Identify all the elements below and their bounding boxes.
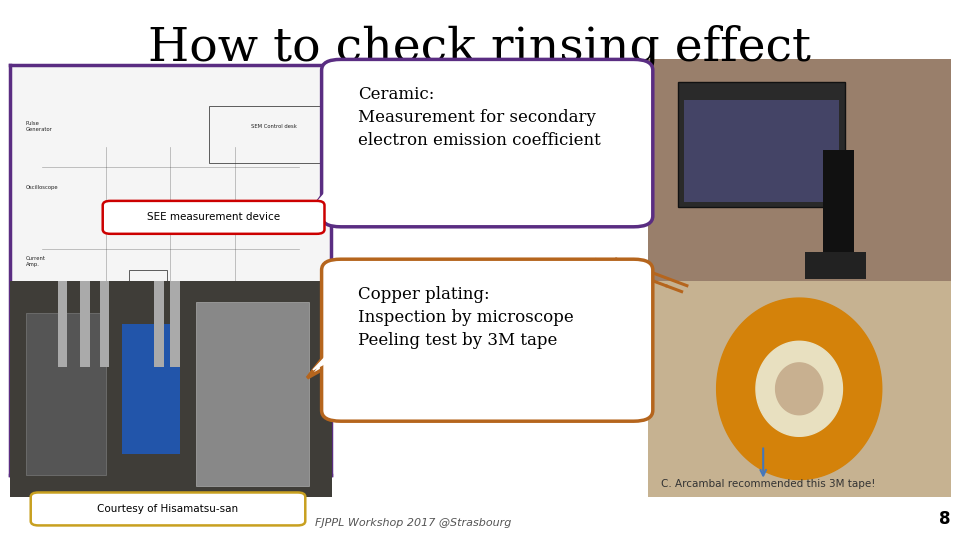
Bar (155, 281, 164, 367)
Text: Copper plating:
Inspection by microscope
Peeling test by 3M tape: Copper plating: Inspection by microscope… (358, 286, 574, 349)
Text: 8: 8 (939, 510, 950, 528)
Bar (678, 82, 845, 207)
Bar (684, 100, 838, 202)
Text: Gas voltage: Gas voltage (251, 338, 282, 342)
Polygon shape (307, 335, 365, 378)
Bar (805, 252, 866, 279)
Text: SEM Control desk: SEM Control desk (251, 124, 297, 129)
Polygon shape (312, 172, 357, 208)
FancyBboxPatch shape (322, 59, 653, 227)
Bar (67, 352, 138, 401)
Polygon shape (313, 338, 361, 370)
Bar (58, 281, 67, 367)
Bar (100, 281, 109, 367)
Text: Oscilloscope: Oscilloscope (26, 185, 59, 191)
Bar (26, 313, 107, 475)
Polygon shape (307, 170, 360, 216)
Text: Fig.1 SEY measurement apparatus: Fig.1 SEY measurement apparatus (105, 442, 236, 450)
Text: SEE measurement device: SEE measurement device (147, 212, 279, 222)
Bar (171, 281, 180, 367)
Text: C. Arcambal recommended this 3M tape!: C. Arcambal recommended this 3M tape! (660, 478, 876, 489)
Bar (824, 150, 853, 275)
Text: Current
Amp.: Current Amp. (26, 256, 46, 267)
Bar (196, 302, 309, 486)
Text: Ceramic:
Measurement for secondary
electron emission coefficient: Ceramic: Measurement for secondary elect… (358, 86, 601, 149)
FancyBboxPatch shape (103, 201, 324, 234)
Text: How to check rinsing effect: How to check rinsing effect (149, 24, 811, 71)
Bar (186, 352, 251, 401)
Text: FJPPL Workshop 2017 @Strasbourg: FJPPL Workshop 2017 @Strasbourg (315, 518, 511, 528)
Bar (129, 270, 167, 303)
Polygon shape (717, 298, 881, 480)
Bar (81, 281, 90, 367)
Text: Scroll
pump: Scroll pump (155, 416, 170, 427)
Text: Courtesy of Hisamatsu-san: Courtesy of Hisamatsu-san (97, 504, 239, 514)
FancyBboxPatch shape (322, 259, 653, 421)
Text: Sample
Holder: Sample Holder (81, 355, 101, 366)
Polygon shape (776, 363, 823, 415)
Polygon shape (756, 341, 843, 436)
Text: Pulse
Generator: Pulse Generator (26, 121, 53, 132)
Bar (209, 106, 322, 163)
FancyBboxPatch shape (31, 492, 305, 525)
Bar (122, 324, 180, 454)
